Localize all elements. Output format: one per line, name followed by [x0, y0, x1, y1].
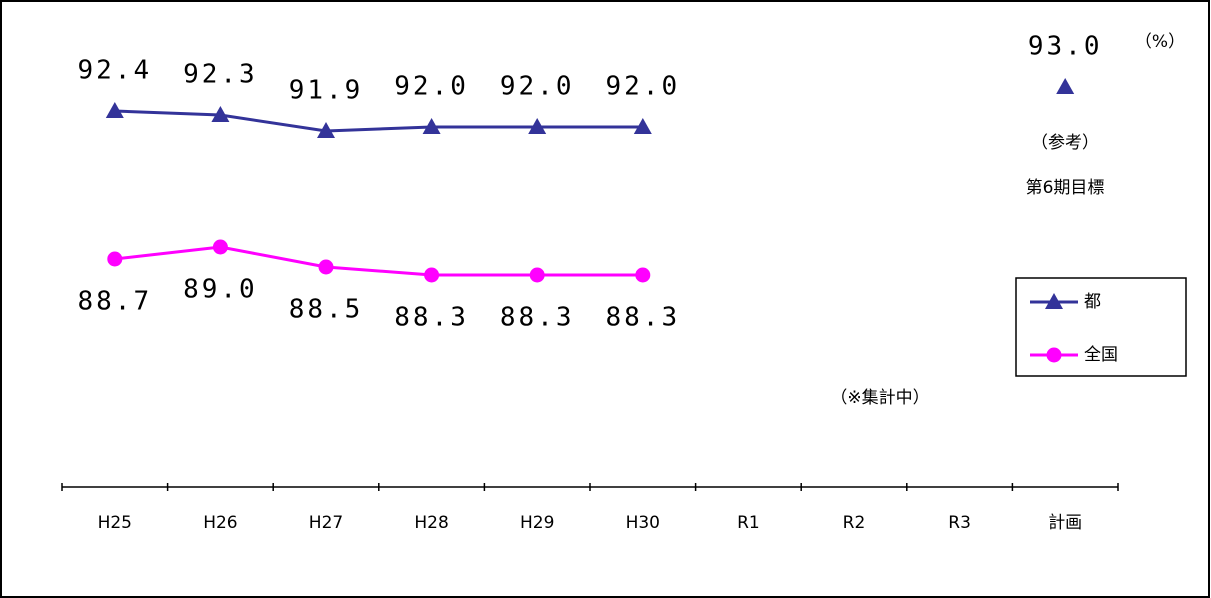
marker	[633, 118, 652, 134]
value-label: 88.3	[605, 303, 680, 333]
value-label: 88.7	[77, 287, 152, 317]
x-tick-label: H30	[626, 513, 660, 533]
marker	[318, 259, 334, 275]
marker	[529, 267, 545, 283]
value-label: 92.0	[394, 72, 469, 102]
value-label: 93.0	[1028, 32, 1103, 62]
marker	[105, 102, 124, 118]
x-tick-label: R2	[843, 513, 866, 533]
legend-box	[1015, 277, 1187, 377]
marker	[212, 239, 228, 255]
legend-label: 全国	[1084, 345, 1118, 365]
marker	[1056, 78, 1075, 94]
marker	[635, 267, 651, 283]
marker	[1045, 293, 1063, 309]
marker	[422, 118, 441, 134]
x-tick-label: H29	[520, 513, 554, 533]
marker	[107, 251, 123, 267]
marker	[211, 106, 230, 122]
x-tick-label: R3	[948, 513, 971, 533]
value-label: 92.0	[605, 72, 680, 102]
marker	[1046, 347, 1062, 363]
annotation: （※集計中）	[830, 388, 929, 408]
annotation: （参考）	[1031, 133, 1099, 153]
x-tick-label: H25	[98, 513, 132, 533]
value-label: 89.0	[183, 275, 258, 305]
x-tick-label: 計画	[1048, 513, 1082, 533]
value-label: 88.5	[289, 295, 364, 325]
annotation: 第6期目標	[1026, 178, 1105, 198]
unit-note: （%）	[1135, 32, 1185, 52]
value-label: 92.0	[500, 72, 575, 102]
marker	[528, 118, 547, 134]
series-line	[114, 245, 643, 277]
x-tick-label: R1	[737, 513, 760, 533]
value-label: 92.3	[183, 60, 258, 90]
x-tick-label: H26	[203, 513, 237, 533]
x-tick-label: H27	[309, 513, 343, 533]
value-label: 88.3	[500, 303, 575, 333]
marker	[424, 267, 440, 283]
x-tick-label: H28	[414, 513, 448, 533]
legend-label: 都	[1084, 292, 1101, 312]
marker	[317, 122, 335, 138]
value-label: 92.4	[77, 56, 152, 86]
value-label: 91.9	[289, 76, 364, 106]
value-label: 88.3	[394, 303, 469, 333]
